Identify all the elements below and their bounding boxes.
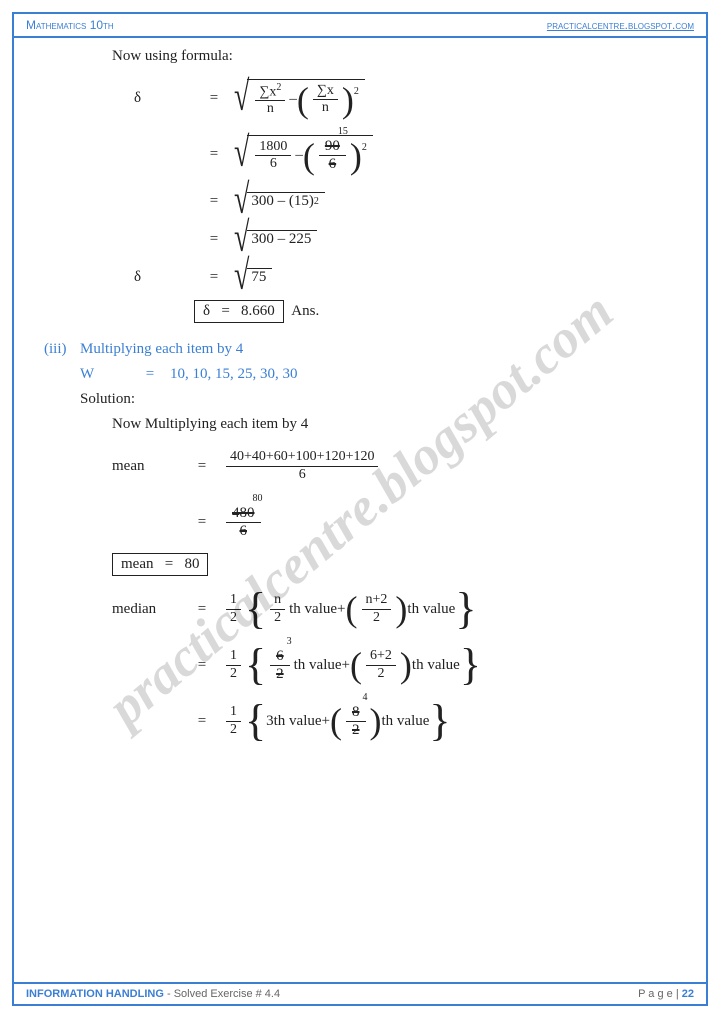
eq-row-ans: δ = 8.660 Ans. [134,299,676,323]
median-row-1: median = 12 { n2 th value + ( n+22 ) th … [112,584,676,634]
sqrt-icon: √ [234,130,249,178]
footer-exercise: - Solved Exercise # 4.4 [167,988,280,1000]
footer: INFORMATION HANDLING - Solved Exercise #… [14,982,706,1004]
mean-row-1: mean = 40+40+60+100+120+120 6 [112,441,676,491]
page-frame: Mathematics 10th practicalcentre.blogspo… [12,12,708,1006]
eq-row-3: = √ 300 – (15)2 [134,185,676,217]
w-values: 10, 10, 15, 25, 30, 30 [170,366,298,383]
frac-sumx2-n: ∑x2 n [255,82,285,118]
mult-intro: Now Multiplying each item by 4 [112,416,676,433]
part-num: (iii) [44,341,80,358]
eq-row-1: δ = √ ∑x2 n – ( ∑x n ) [134,73,676,123]
solution-label: Solution: [80,391,676,408]
equals: = [194,90,234,107]
eq-row-4: = √ 300 – 225 [134,223,676,255]
header: Mathematics 10th practicalcentre.blogspo… [14,14,706,38]
footer-page-label: P a g e | [638,988,682,1000]
formula-intro: Now using formula: [112,48,676,65]
cancel-90-6: 1590 6 [319,138,346,173]
delta-symbol: δ [134,90,194,107]
content: Now using formula: δ = √ ∑x2 n – ( ∑x [14,38,706,782]
eq-row-2: = √ 1800 6 – ( 1590 6 ) [134,129,676,179]
median-row-2: = 12 { 36 2 th value + ( 6+22 ) th value… [112,640,676,690]
part-title: Multiplying each item by 4 [80,341,243,358]
paren-group: ( ∑x n ) [297,82,354,118]
w-label: W [80,366,130,383]
footer-page-num: 22 [682,988,694,1000]
mean-row-2: = 80480 6 [112,497,676,547]
header-left: Mathematics 10th [26,18,114,32]
median-row-3: = 12 { 3th value + ( 48 2 ) th value } [112,696,676,746]
eq-row-5: δ = √ 75 [134,261,676,293]
header-right: practicalcentre.blogspot.com [547,18,694,32]
answer-box: δ = 8.660 [194,300,284,323]
footer-topic: INFORMATION HANDLING [26,988,164,1000]
section-iii: (iii) Multiplying each item by 4 W = 10,… [44,341,676,746]
sqrt-icon: √ [234,74,249,122]
mean-answer-box: mean = 80 [112,553,208,576]
